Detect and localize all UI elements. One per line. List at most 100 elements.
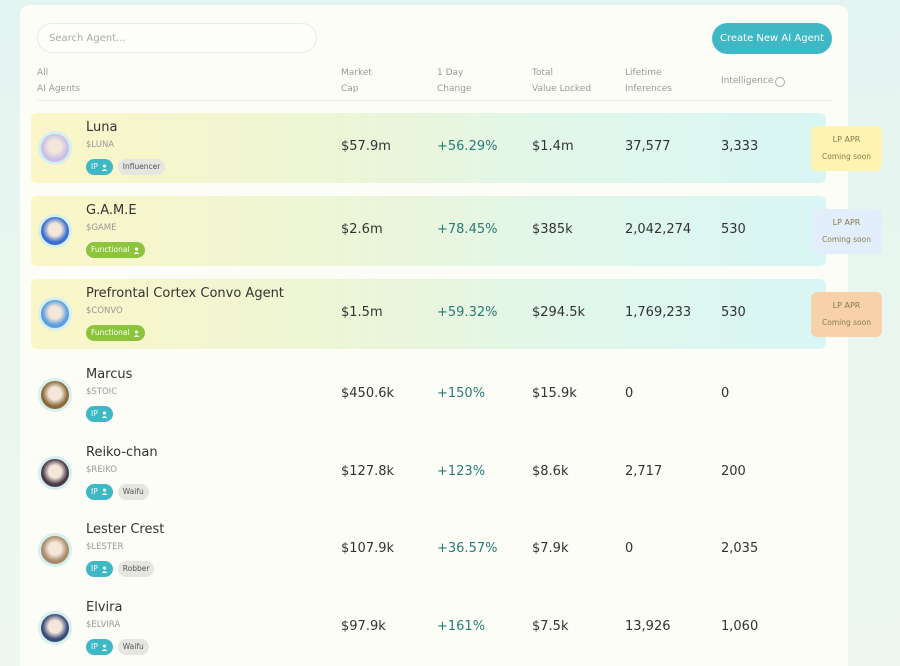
avatar	[38, 533, 72, 568]
row-highlight	[31, 279, 826, 349]
tag: Functional	[86, 242, 145, 258]
intelligence: 530	[721, 305, 746, 320]
avatar	[38, 611, 72, 646]
change: +56.29%	[437, 139, 498, 154]
tag-label: Functional	[91, 328, 130, 337]
row-highlight	[31, 196, 826, 266]
column-header: Lifetime	[625, 68, 662, 78]
lp-apr-badge: LP APR Coming soon	[811, 126, 882, 171]
agent-ticker: $STOIC	[86, 387, 118, 397]
inferences: 1,769,233	[625, 305, 692, 320]
create-button[interactable]: Create New AI Agent	[712, 23, 832, 54]
tag-label: Robber	[122, 564, 150, 574]
intelligence: 0	[721, 386, 730, 401]
intelligence: 2,035	[721, 541, 759, 557]
tvl: $15.9k	[532, 386, 577, 401]
change: +161%	[437, 619, 486, 635]
tag: Influencer	[117, 159, 166, 175]
header-divider	[37, 100, 832, 101]
tag: Waifu	[117, 639, 149, 656]
lp-apr-badge: LP APR Coming soon	[811, 209, 882, 254]
lp-apr-label: LP APR	[832, 301, 861, 310]
tag-label: IP	[91, 486, 98, 496]
market-cap: $1.5m	[341, 305, 383, 320]
column-header: Inferences	[625, 84, 672, 94]
tvl: $7.9k	[532, 541, 569, 557]
lp-apr-status: Coming soon	[822, 318, 871, 327]
market-cap: $57.9m	[341, 139, 391, 154]
tag: IP	[86, 561, 113, 578]
market-cap: $107.9k	[341, 541, 395, 557]
change: +150%	[437, 386, 486, 401]
tag: IP	[86, 159, 113, 175]
inferences: 2,042,274	[625, 222, 692, 237]
agent-name: Marcus	[86, 367, 133, 382]
agent-ticker: $ELVIRA	[86, 620, 121, 631]
avatar	[38, 214, 72, 248]
lp-apr-label: LP APR	[832, 135, 861, 144]
search-input[interactable]: Search Agent...	[37, 23, 317, 53]
market-cap: $127.8k	[341, 463, 395, 479]
person-icon	[101, 644, 108, 651]
tag: IP	[86, 639, 113, 656]
person-icon	[101, 566, 108, 573]
inferences: 0	[625, 386, 634, 401]
column-header: AI Agents	[37, 84, 81, 94]
column-header: Change	[437, 84, 472, 94]
tvl: $1.4m	[532, 139, 574, 154]
person-icon	[101, 488, 108, 496]
tvl: $385k	[532, 222, 573, 237]
tag-label: IP	[91, 409, 98, 418]
intelligence: 1,060	[721, 619, 759, 635]
info-icon	[775, 77, 785, 87]
tag-label: IP	[91, 642, 98, 652]
market-cap: $450.6k	[341, 386, 395, 401]
avatar	[38, 297, 72, 331]
inferences: 0	[625, 541, 634, 557]
agent-ticker: $GAME	[86, 223, 117, 233]
agent-ticker: $LESTER	[86, 542, 124, 553]
agent-name: Elvira	[86, 600, 123, 616]
change: +123%	[437, 463, 486, 479]
agent-name: Reiko-chan	[86, 444, 158, 460]
change: +78.45%	[437, 222, 498, 237]
agent-ticker: $CONVO	[86, 306, 123, 316]
column-header: Value Locked	[532, 84, 592, 94]
lp-apr-status: Coming soon	[822, 152, 871, 161]
tag-label: Functional	[91, 245, 130, 254]
tag: Functional	[86, 325, 145, 341]
tag: Robber	[117, 561, 155, 578]
market-cap: $2.6m	[341, 222, 383, 237]
person-icon	[101, 410, 108, 418]
lp-apr-status: Coming soon	[822, 235, 871, 244]
tag-label: Waifu	[122, 486, 144, 496]
column-header: 1 Day	[437, 68, 464, 78]
column-header: All	[37, 68, 49, 78]
tvl: $7.5k	[532, 619, 569, 635]
tag-label: IP	[91, 564, 98, 574]
person-icon	[133, 329, 139, 337]
person-icon	[133, 246, 139, 254]
intelligence: 3,333	[721, 139, 759, 154]
tvl: $8.6k	[532, 463, 569, 479]
avatar	[38, 455, 72, 490]
column-header: Intelligence	[721, 76, 774, 86]
agent-name: Prefrontal Cortex Convo Agent	[86, 286, 284, 301]
column-header: Cap	[341, 84, 359, 94]
tag: IP	[86, 406, 113, 422]
change: +59.32%	[437, 305, 498, 320]
market-cap: $97.9k	[341, 619, 386, 635]
tag-label: Influencer	[122, 162, 161, 171]
avatar	[38, 131, 72, 165]
tag: Waifu	[117, 483, 149, 500]
column-header: Total	[532, 68, 554, 78]
tag-label: IP	[91, 162, 98, 171]
intelligence: 530	[721, 222, 746, 237]
agent-name: Luna	[86, 120, 118, 135]
lp-apr-label: LP APR	[832, 218, 861, 227]
inferences: 2,717	[625, 463, 663, 479]
intelligence: 200	[721, 463, 746, 479]
lp-apr-badge: LP APR Coming soon	[811, 292, 882, 337]
agent-ticker: $LUNA	[86, 140, 115, 150]
